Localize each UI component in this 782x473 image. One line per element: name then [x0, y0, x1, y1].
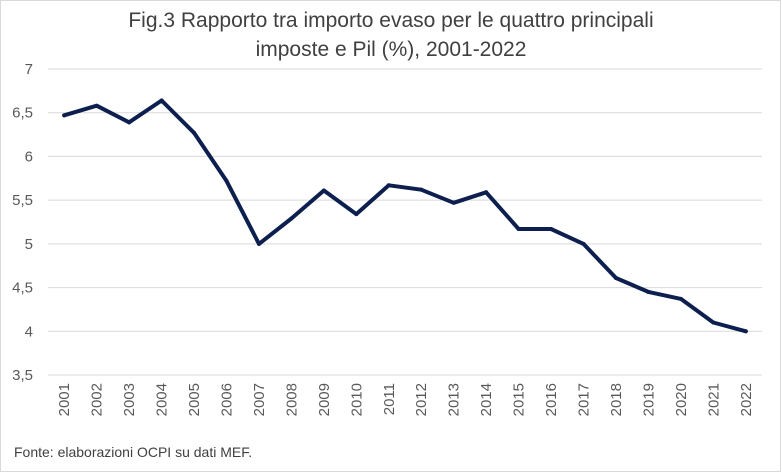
y-tick-label: 4: [25, 323, 33, 340]
x-tick-label: 2001: [56, 383, 73, 416]
x-tick-label: 2010: [348, 383, 365, 416]
x-tick-label: 2008: [283, 383, 300, 416]
y-tick-label: 3,5: [12, 367, 33, 384]
data-point-2002: [94, 103, 99, 108]
data-point-2009: [321, 188, 326, 193]
x-tick-label: 2002: [89, 383, 106, 416]
y-tick-label: 6,5: [12, 105, 33, 122]
source-note: Fonte: elaborazioni OCPI su dati MEF.: [14, 444, 253, 460]
x-tick-label: 2007: [251, 383, 268, 416]
x-tick-label: 2003: [121, 383, 138, 416]
data-point-2019: [646, 289, 651, 294]
data-point-2014: [484, 190, 489, 195]
chart-title-line-1: Fig.3 Rapporto tra importo evaso per le …: [128, 9, 654, 32]
data-point-2010: [354, 212, 359, 217]
data-point-2007: [256, 241, 261, 246]
data-point-2006: [224, 178, 229, 183]
x-tick-label: 2015: [511, 383, 528, 416]
data-point-2016: [549, 226, 554, 231]
data-point-2013: [451, 200, 456, 205]
chart-title: Fig.3 Rapporto tra importo evaso per le …: [0, 6, 782, 64]
x-tick-label: 2020: [673, 383, 690, 416]
data-point-2005: [192, 130, 197, 135]
chart-title-line-2: imposte e Pil (%), 2001-2022: [255, 38, 527, 61]
x-tick-label: 2011: [381, 383, 398, 415]
data-point-2011: [386, 183, 391, 188]
data-point-2018: [613, 275, 618, 280]
x-tick-label: 2009: [316, 383, 333, 416]
x-tick-label: 2012: [413, 383, 430, 416]
data-point-2012: [419, 187, 424, 192]
x-tick-label: 2013: [446, 383, 463, 416]
x-tick-label: 2017: [576, 383, 593, 416]
y-tick-label: 5: [25, 236, 33, 253]
data-point-2001: [62, 113, 67, 118]
x-tick-label: 2018: [608, 383, 625, 416]
x-tick-label: 2016: [543, 383, 560, 416]
x-tick-label: 2021: [705, 383, 722, 416]
series-line-0: [62, 98, 748, 334]
x-tick-label: 2006: [219, 383, 236, 416]
x-tick-label: 2019: [640, 383, 657, 416]
data-point-2022: [743, 329, 748, 334]
x-tick-label: 2004: [154, 383, 171, 416]
data-point-2004: [159, 98, 164, 103]
y-tick-label: 6: [25, 148, 33, 165]
x-tick-label: 2022: [738, 383, 755, 416]
x-tick-label: 2005: [186, 383, 203, 416]
y-tick-label: 7: [25, 61, 33, 78]
data-point-2020: [678, 296, 683, 301]
data-point-2017: [581, 241, 586, 246]
y-tick-label: 5,5: [12, 192, 33, 209]
data-point-2003: [127, 120, 132, 125]
data-point-2015: [516, 226, 521, 231]
x-tick-label: 2014: [478, 383, 495, 416]
data-point-2021: [711, 320, 716, 325]
data-point-2008: [289, 216, 294, 221]
y-tick-label: 4,5: [12, 280, 33, 297]
